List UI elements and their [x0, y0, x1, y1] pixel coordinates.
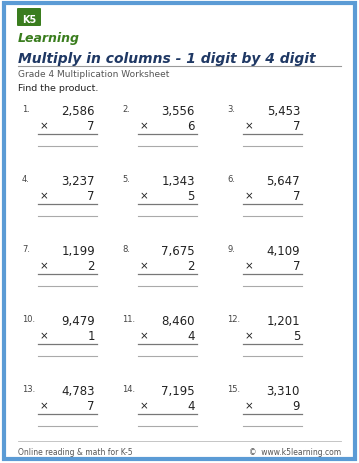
Text: 12.: 12. — [227, 314, 240, 323]
Text: 1.: 1. — [22, 105, 30, 114]
Text: 2,586: 2,586 — [61, 105, 95, 118]
Text: 6: 6 — [187, 120, 195, 133]
Text: ×: × — [140, 121, 149, 131]
Text: 7,675: 7,675 — [162, 244, 195, 257]
Text: 7.: 7. — [22, 244, 30, 253]
Text: 1: 1 — [88, 329, 95, 342]
Text: ×: × — [40, 260, 49, 270]
Text: ×: × — [140, 400, 149, 410]
FancyBboxPatch shape — [17, 9, 41, 27]
Text: 7: 7 — [88, 120, 95, 133]
Text: ×: × — [245, 400, 254, 410]
Text: 5: 5 — [188, 189, 195, 202]
Text: 4: 4 — [187, 329, 195, 342]
Text: 7: 7 — [293, 120, 300, 133]
Text: 1,343: 1,343 — [162, 175, 195, 188]
Text: 1,199: 1,199 — [61, 244, 95, 257]
Text: 7: 7 — [88, 399, 95, 412]
Text: Grade 4 Multiplication Worksheet: Grade 4 Multiplication Worksheet — [18, 70, 169, 79]
Text: 7,195: 7,195 — [162, 384, 195, 397]
Text: 5,453: 5,453 — [267, 105, 300, 118]
Text: ×: × — [245, 260, 254, 270]
Text: Online reading & math for K-5: Online reading & math for K-5 — [18, 447, 132, 456]
Text: 3,237: 3,237 — [61, 175, 95, 188]
Text: 9,479: 9,479 — [61, 314, 95, 327]
Text: 10.: 10. — [22, 314, 35, 323]
Text: 7: 7 — [293, 189, 300, 202]
Text: 5.: 5. — [122, 175, 130, 184]
Text: 14.: 14. — [122, 384, 135, 393]
Text: 6.: 6. — [227, 175, 235, 184]
Text: Find the product.: Find the product. — [18, 84, 98, 93]
Text: 5,647: 5,647 — [266, 175, 300, 188]
Text: 9.: 9. — [227, 244, 235, 253]
Text: 2: 2 — [88, 259, 95, 272]
Text: ×: × — [40, 400, 49, 410]
Text: ×: × — [245, 121, 254, 131]
Text: 4: 4 — [187, 399, 195, 412]
Text: 8,460: 8,460 — [162, 314, 195, 327]
Text: 9: 9 — [293, 399, 300, 412]
Text: Learning: Learning — [18, 32, 80, 45]
Text: ×: × — [140, 330, 149, 340]
Text: ×: × — [140, 191, 149, 200]
Text: 3,556: 3,556 — [162, 105, 195, 118]
Text: 7: 7 — [88, 189, 95, 202]
Text: K5: K5 — [22, 15, 36, 25]
Text: 4,109: 4,109 — [266, 244, 300, 257]
Text: 4.: 4. — [22, 175, 30, 184]
Text: ×: × — [40, 121, 49, 131]
Text: 2: 2 — [187, 259, 195, 272]
Text: ×: × — [40, 330, 49, 340]
Text: ×: × — [245, 330, 254, 340]
Text: 7: 7 — [293, 259, 300, 272]
Text: 8.: 8. — [122, 244, 130, 253]
Text: ©  www.k5learning.com: © www.k5learning.com — [249, 447, 341, 456]
Text: 11.: 11. — [122, 314, 135, 323]
Text: 5: 5 — [293, 329, 300, 342]
Text: ×: × — [245, 191, 254, 200]
Text: 2.: 2. — [122, 105, 130, 114]
Text: 15.: 15. — [227, 384, 240, 393]
Text: 3.: 3. — [227, 105, 235, 114]
Text: 3,310: 3,310 — [267, 384, 300, 397]
Text: ×: × — [140, 260, 149, 270]
Text: ×: × — [40, 191, 49, 200]
Text: Multiply in columns - 1 digit by 4 digit: Multiply in columns - 1 digit by 4 digit — [18, 52, 316, 66]
Text: 4,783: 4,783 — [61, 384, 95, 397]
Text: 13.: 13. — [22, 384, 35, 393]
Text: 1,201: 1,201 — [266, 314, 300, 327]
